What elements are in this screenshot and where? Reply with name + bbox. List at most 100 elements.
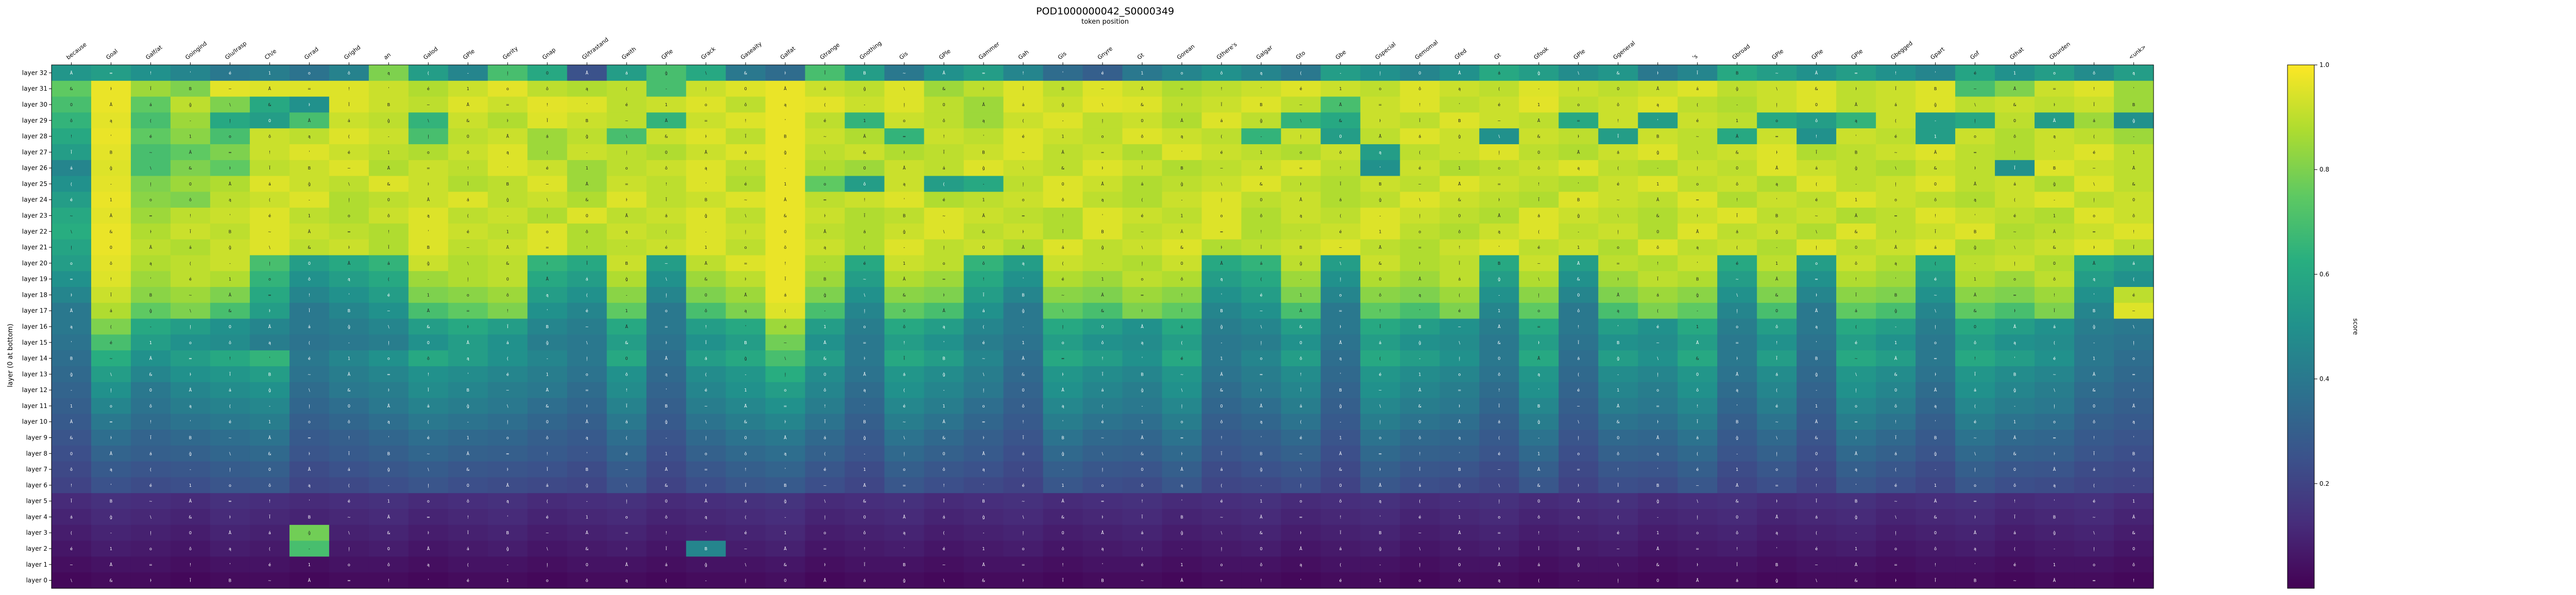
heatmap-cell-symbol: (	[309, 341, 310, 345]
heatmap-cell-symbol: Ā	[308, 229, 311, 234]
heatmap-cell-symbol: B	[903, 213, 906, 218]
heatmap-cell	[249, 112, 290, 129]
heatmap-cell	[924, 96, 964, 113]
heatmap-cell	[52, 65, 92, 81]
heatmap-cell-symbol: ŀ	[1578, 483, 1579, 488]
heatmap-cell-symbol: ą	[1537, 372, 1540, 377]
heatmap-cell	[1360, 430, 1400, 446]
heatmap-cell-symbol: &	[744, 420, 747, 424]
heatmap-cell-symbol: Ā	[506, 245, 510, 250]
heatmap-cell-symbol: B	[1617, 341, 1620, 345]
heatmap-cell-symbol: ŀ	[110, 87, 112, 91]
heatmap-cell-symbol: Ā	[982, 213, 985, 218]
token-label: Gbe	[1334, 48, 1348, 61]
heatmap-cell	[1360, 556, 1400, 573]
heatmap-cell	[1558, 382, 1599, 399]
heatmap-cell-symbol: é	[625, 451, 628, 456]
heatmap-cell-symbol: ~	[1299, 451, 1303, 456]
heatmap-cell	[1439, 382, 1480, 399]
heatmap-cell-symbol: Å	[1855, 450, 1858, 456]
heatmap-cell	[448, 445, 488, 462]
heatmap-cell-symbol: ŀ	[1102, 166, 1104, 171]
heatmap-cell-symbol: ĝ	[1458, 134, 1461, 139]
heatmap-cell	[2035, 540, 2075, 557]
heatmap-cell	[686, 572, 726, 589]
heatmap-cell-symbol: !	[864, 547, 866, 551]
heatmap-cell	[1757, 255, 1797, 271]
heatmap-cell	[1201, 302, 1242, 319]
heatmap-cell	[1281, 65, 1321, 81]
heatmap-cell	[1281, 112, 1321, 129]
heatmap-cell-symbol: &	[308, 245, 311, 250]
heatmap-cell-symbol: ĝ	[1617, 356, 1619, 361]
heatmap-cell	[686, 287, 726, 303]
heatmap-cell	[1757, 461, 1797, 478]
heatmap-cell-symbol: ô	[70, 467, 73, 472]
heatmap-cell-symbol: &	[1379, 261, 1382, 266]
heatmap-cell	[408, 223, 449, 240]
heatmap-cell	[1638, 334, 1678, 351]
heatmap-cell	[1122, 509, 1163, 525]
heatmap-cell	[1955, 80, 1995, 97]
heatmap-cell-symbol: 0	[943, 451, 945, 456]
heatmap-cell-symbol: B	[387, 103, 391, 107]
heatmap-cell	[1519, 160, 1559, 177]
heatmap-cell-symbol: o	[2053, 71, 2056, 75]
heatmap-cell	[1876, 302, 1916, 319]
heatmap-cell	[805, 239, 845, 256]
heatmap-cell	[844, 271, 885, 287]
heatmap-cell-symbol: \	[904, 436, 905, 440]
heatmap-cell	[249, 556, 290, 573]
heatmap-cell	[408, 80, 449, 97]
heatmap-cell	[1995, 96, 2035, 113]
heatmap-cell	[1122, 112, 1163, 129]
heatmap-cell	[1717, 112, 1757, 129]
heatmap-cell	[1955, 65, 1995, 81]
heatmap-cell	[210, 192, 250, 208]
heatmap-cell	[1995, 366, 2035, 383]
heatmap-cell	[1995, 430, 2035, 446]
heatmap-cell-symbol: 1	[268, 420, 271, 424]
heatmap-cell-symbol: é	[1974, 70, 1976, 75]
heatmap-cell	[329, 255, 369, 271]
heatmap-cell-symbol: o	[2132, 356, 2135, 361]
heatmap-cell	[1519, 65, 1559, 81]
heatmap-cell-symbol: 1	[1260, 499, 1262, 504]
heatmap-cell	[1003, 334, 1044, 351]
heatmap-cell	[1876, 176, 1916, 192]
heatmap-cell	[2114, 96, 2154, 113]
heatmap-cell-symbol: o	[2093, 213, 2095, 218]
heatmap-cell-symbol: ŀ	[1974, 166, 1976, 171]
heatmap-cell-symbol: Ā	[665, 467, 668, 472]
heatmap-cell	[884, 430, 925, 446]
token-label: Gnap	[541, 46, 557, 61]
heatmap-cell	[1677, 239, 1718, 256]
heatmap-cell-symbol: Ĩ	[1934, 578, 1936, 583]
heatmap-cell-symbol: 0	[1974, 325, 1976, 329]
heatmap-cell-symbol: 0	[744, 436, 747, 440]
heatmap-cell	[1876, 509, 1916, 525]
heatmap-cell-symbol: '	[1578, 531, 1579, 535]
heatmap-cell	[1757, 112, 1797, 129]
heatmap-cell-symbol: ĝ	[348, 325, 350, 329]
heatmap-cell-symbol: &	[1736, 150, 1739, 155]
heatmap-cell-symbol: ĝ	[586, 483, 588, 488]
heatmap-cell	[368, 398, 409, 414]
heatmap-cell	[170, 524, 211, 541]
heatmap-cell	[487, 176, 528, 192]
heatmap-cell-symbol: 1	[1180, 213, 1183, 218]
heatmap-cell	[1876, 144, 1916, 161]
heatmap-cell	[725, 208, 766, 224]
heatmap-cell	[1241, 302, 1282, 319]
heatmap-cell-symbol: \	[586, 341, 588, 345]
heatmap-cell-symbol: ŀ	[904, 150, 905, 155]
heatmap-cell-symbol: -	[1062, 467, 1064, 472]
heatmap-cell-symbol: ļ	[1062, 325, 1063, 330]
heatmap-cell-symbol: o	[2093, 563, 2095, 567]
heatmap-cell-symbol: ĝ	[1696, 293, 1699, 297]
heatmap-cell-symbol: é	[467, 229, 469, 234]
heatmap-cell-symbol: Ĩ	[625, 403, 628, 409]
heatmap-cell	[527, 271, 568, 287]
heatmap-cell-symbol: ą	[1736, 388, 1738, 393]
